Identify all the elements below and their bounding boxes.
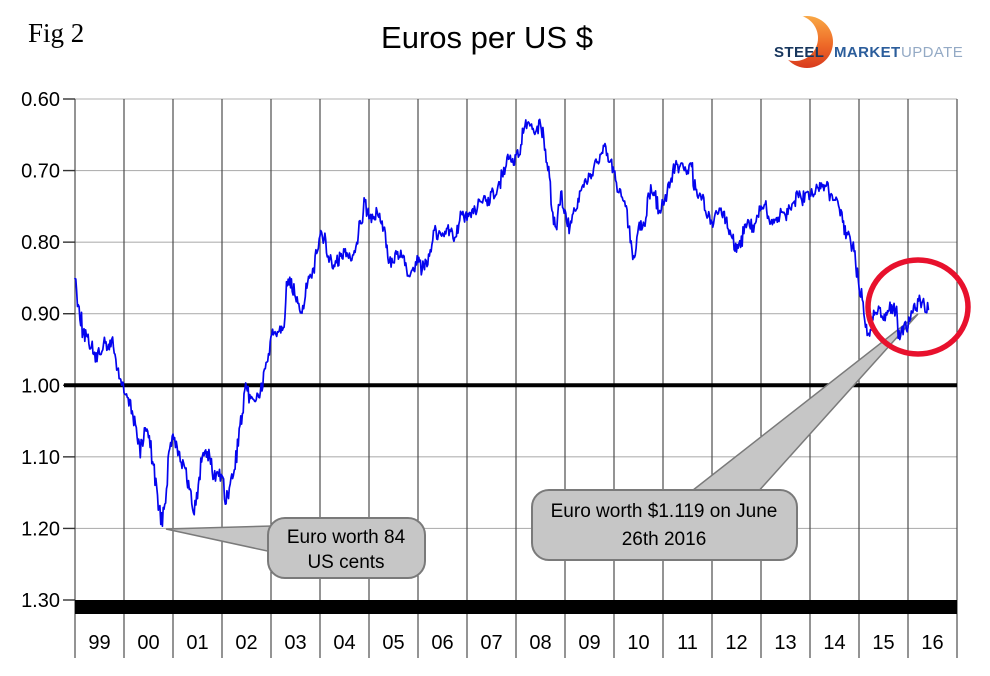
x-axis-label: 05 [382, 632, 404, 654]
x-axis-label: 03 [284, 632, 306, 654]
eur-per-usd-line [74, 118, 930, 528]
x-axis-label: 14 [823, 632, 845, 654]
callout-recent-text-2: 26th 2016 [622, 529, 707, 550]
vertical-gridlines [74, 99, 958, 658]
logo-word-market: MARKET [834, 44, 901, 61]
callout-low-text-2: US cents [307, 552, 384, 573]
highlight-circle [865, 257, 971, 357]
x-axis-labels: 99 00 01 02 03 04 05 06 07 08 09 10 11 12 13 14 15 16 [88, 632, 943, 654]
x-axis-label: 99 [88, 632, 110, 654]
y-axis-label: 1.20 [21, 518, 60, 540]
chart-title: Euros per US $ [381, 20, 593, 55]
x-axis-label: 11 [677, 632, 698, 654]
x-axis-label: 06 [431, 632, 453, 654]
callout-recent-text-1: Euro worth $1.119 on June [551, 501, 778, 522]
x-axis-label: 13 [774, 632, 796, 654]
x-axis-label: 16 [921, 632, 943, 654]
y-axis-labels: 0.60 0.70 0.80 0.90 1.00 1.10 1.20 1.30 [21, 89, 60, 612]
logo-word-steel: STEEL [774, 44, 824, 61]
x-axis-label: 09 [578, 632, 600, 654]
x-axis-label: 01 [186, 632, 208, 654]
logo-crescent-cutout [772, 15, 818, 61]
callout-recent: Euro worth $1.119 on June 26th 2016 [531, 313, 919, 561]
y-axis-label: 0.60 [21, 89, 60, 111]
callout-recent-box [531, 489, 798, 561]
steel-market-update-logo: STEEL MARKET UPDATE [772, 15, 963, 68]
y-axis-label: 0.70 [21, 161, 60, 183]
y-axis-label: 1.30 [21, 590, 60, 612]
y-axis-label: 0.90 [21, 304, 60, 326]
x-axis-label: 12 [725, 632, 747, 654]
x-axis-baseline-bar [75, 600, 957, 614]
callout-low-text-1: Euro worth 84 [287, 527, 406, 548]
y-axis-label: 0.80 [21, 232, 60, 254]
x-axis-label: 10 [627, 632, 649, 654]
x-axis-label: 00 [137, 632, 159, 654]
figure-label: Fig 2 [28, 18, 84, 48]
x-axis-label: 15 [872, 632, 894, 654]
logo-word-update: UPDATE [901, 44, 963, 61]
x-axis-label: 08 [529, 632, 551, 654]
y-axis-label: 1.10 [21, 447, 60, 469]
x-axis-label: 07 [480, 632, 502, 654]
y-axis-label: 1.00 [21, 375, 60, 397]
x-axis-label: 02 [235, 632, 257, 654]
x-axis-label: 04 [333, 632, 355, 654]
callout-low-box [267, 517, 426, 579]
callout-low: Euro worth 84 US cents [165, 517, 426, 579]
